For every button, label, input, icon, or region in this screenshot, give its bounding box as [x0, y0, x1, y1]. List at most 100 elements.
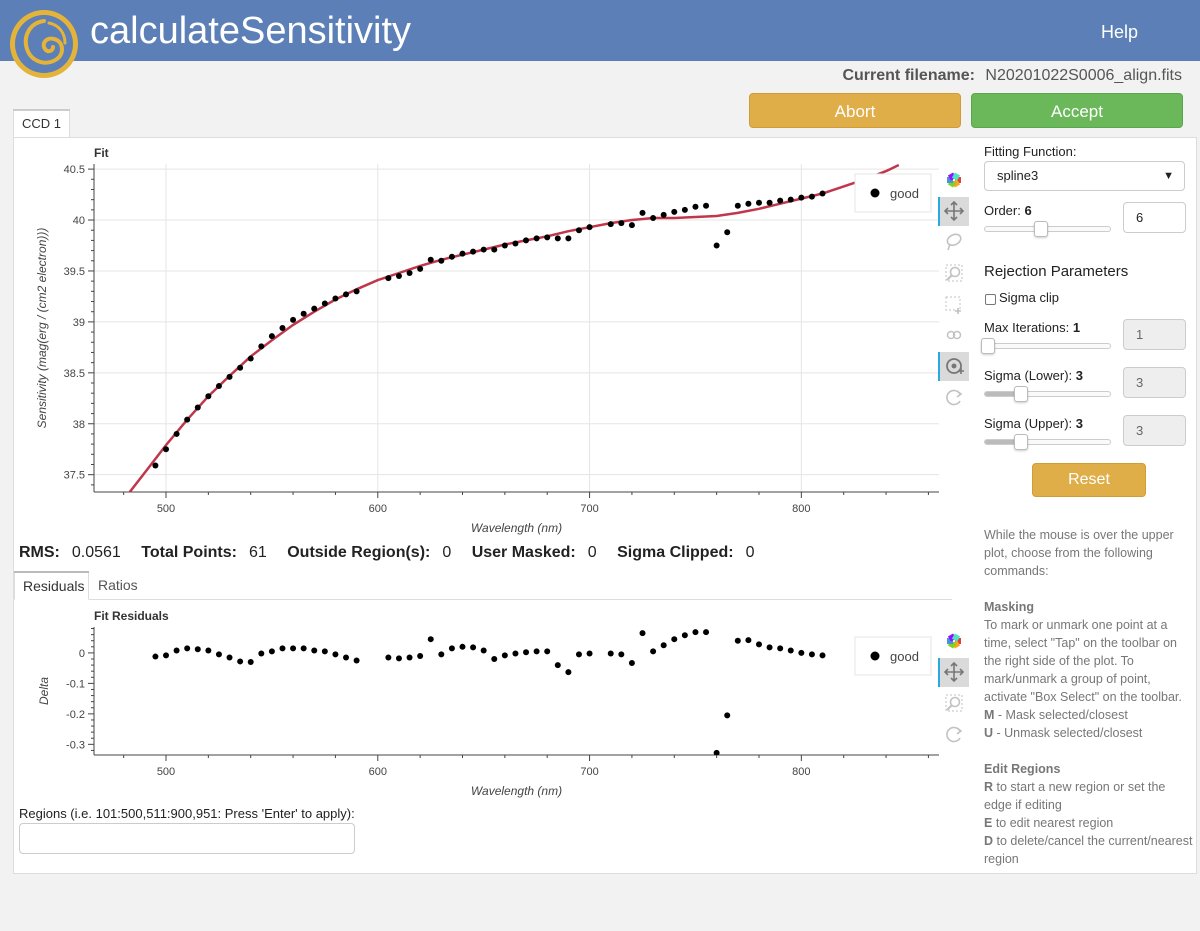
data-point[interactable]	[777, 645, 784, 652]
data-point[interactable]	[395, 273, 402, 280]
data-point[interactable]	[734, 202, 741, 209]
data-point[interactable]	[607, 650, 614, 657]
data-point[interactable]	[353, 657, 360, 664]
data-point[interactable]	[417, 265, 424, 272]
sigma-lower-slider[interactable]	[984, 386, 1111, 402]
sigma-upper-slider[interactable]	[984, 434, 1111, 450]
data-point[interactable]	[406, 269, 413, 276]
data-point[interactable]	[332, 295, 339, 302]
data-point[interactable]	[755, 641, 762, 648]
data-point[interactable]	[163, 446, 170, 453]
data-point[interactable]	[247, 659, 254, 666]
data-point[interactable]	[205, 647, 212, 654]
pan-icon[interactable]	[938, 658, 969, 687]
data-point[interactable]	[787, 196, 794, 203]
data-point[interactable]	[459, 643, 466, 650]
max-iterations-input[interactable]: 1	[1123, 319, 1186, 350]
data-point[interactable]	[565, 669, 572, 676]
data-point[interactable]	[343, 291, 350, 298]
data-point[interactable]	[671, 636, 678, 643]
data-point[interactable]	[343, 654, 350, 661]
data-point[interactable]	[575, 651, 582, 658]
data-point[interactable]	[628, 222, 635, 229]
data-point[interactable]	[533, 235, 540, 242]
tap-icon[interactable]	[946, 330, 962, 340]
data-point[interactable]	[470, 644, 477, 651]
data-point[interactable]	[184, 416, 191, 423]
data-point[interactable]	[512, 650, 519, 657]
data-point[interactable]	[607, 221, 614, 228]
data-point[interactable]	[787, 647, 794, 654]
tab-ratios[interactable]: Ratios	[98, 577, 138, 593]
data-point[interactable]	[470, 248, 477, 255]
data-point[interactable]	[290, 645, 297, 652]
data-point[interactable]	[491, 246, 498, 253]
data-point[interactable]	[554, 235, 561, 242]
data-point[interactable]	[681, 632, 688, 639]
data-point[interactable]	[544, 648, 551, 655]
data-point[interactable]	[448, 253, 455, 260]
lasso-select-icon[interactable]	[946, 232, 963, 251]
data-point[interactable]	[724, 229, 731, 236]
data-point[interactable]	[639, 209, 646, 216]
data-point[interactable]	[173, 430, 180, 437]
data-point[interactable]	[184, 645, 191, 652]
data-point[interactable]	[660, 211, 667, 218]
data-point[interactable]	[194, 404, 201, 411]
sigma-clip-checkbox[interactable]	[985, 294, 996, 305]
data-point[interactable]	[565, 235, 572, 242]
data-point[interactable]	[692, 203, 699, 210]
fit-plot[interactable]: Fit 500 600 700 800 37.5 38 38.5 39 39.5 40 40.5 Wav…	[14, 140, 974, 540]
tab-ccd1[interactable]: CCD 1	[13, 109, 70, 138]
data-point[interactable]	[417, 652, 424, 659]
box-zoom-icon[interactable]	[945, 264, 963, 282]
data-point[interactable]	[618, 220, 625, 227]
data-point[interactable]	[258, 343, 265, 350]
reset-button[interactable]: Reset	[1032, 463, 1146, 497]
box-select-icon[interactable]	[945, 296, 961, 314]
max-iterations-slider[interactable]	[981, 338, 1111, 354]
data-point[interactable]	[533, 648, 540, 655]
order-input[interactable]: 6	[1123, 202, 1186, 233]
data-point[interactable]	[734, 637, 741, 644]
data-point[interactable]	[311, 305, 318, 312]
data-point[interactable]	[152, 462, 159, 469]
data-point[interactable]	[237, 364, 244, 371]
data-point[interactable]	[575, 227, 582, 234]
data-point[interactable]	[163, 652, 170, 659]
data-point[interactable]	[258, 650, 265, 657]
data-point[interactable]	[724, 712, 731, 719]
data-point[interactable]	[385, 654, 392, 661]
data-point[interactable]	[766, 199, 773, 206]
data-point[interactable]	[650, 214, 657, 221]
data-point[interactable]	[332, 651, 339, 658]
data-point[interactable]	[713, 242, 720, 249]
data-point[interactable]	[501, 652, 508, 659]
data-point[interactable]	[808, 193, 815, 200]
data-point[interactable]	[745, 200, 752, 207]
data-point[interactable]	[205, 393, 212, 400]
data-point[interactable]	[554, 662, 561, 669]
data-point[interactable]	[671, 208, 678, 215]
data-point[interactable]	[279, 645, 286, 652]
reset-icon[interactable]	[946, 389, 963, 406]
data-point[interactable]	[480, 246, 487, 253]
data-point[interactable]	[819, 652, 826, 659]
data-point[interactable]	[639, 630, 646, 637]
box-zoom-icon[interactable]	[945, 694, 963, 712]
data-point[interactable]	[650, 648, 657, 655]
data-point[interactable]	[321, 300, 328, 307]
max-iterations-slider-handle[interactable]	[981, 338, 995, 354]
data-point[interactable]	[586, 224, 593, 231]
data-point[interactable]	[321, 648, 328, 655]
abort-button[interactable]: Abort	[749, 93, 961, 128]
data-point[interactable]	[491, 656, 498, 662]
data-point[interactable]	[628, 659, 635, 666]
data-point[interactable]	[279, 325, 286, 331]
fitting-function-select[interactable]: spline3 ▼	[984, 161, 1185, 191]
data-point[interactable]	[777, 197, 784, 204]
accept-button[interactable]: Accept	[971, 93, 1183, 128]
data-point[interactable]	[247, 355, 254, 362]
data-point[interactable]	[290, 316, 297, 323]
data-point[interactable]	[703, 629, 710, 636]
